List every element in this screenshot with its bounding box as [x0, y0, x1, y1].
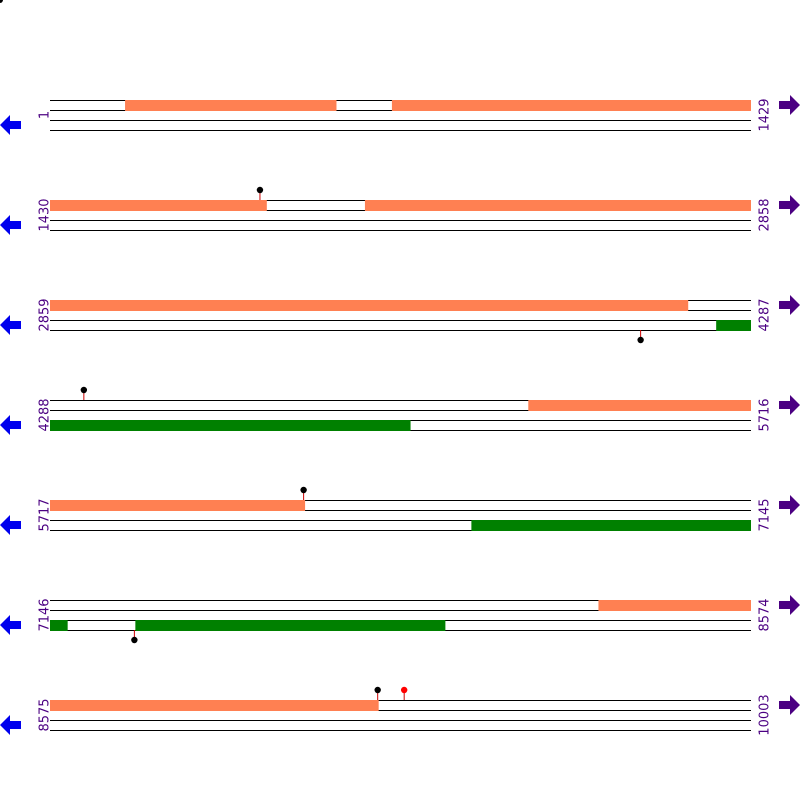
- arrow-left-icon: [0, 115, 21, 135]
- sequence-row: 5717 7145: [0, 486, 800, 535]
- arrow-left-icon: [0, 515, 21, 535]
- marker-dot: [637, 336, 644, 344]
- start-position-label: 2859: [38, 298, 53, 331]
- corner-dot: [0, 0, 3, 3]
- marker-dot: [400, 686, 408, 694]
- sequence-row: 8575 10003: [0, 686, 800, 736]
- start-position-label: 8575: [38, 698, 53, 731]
- arrow-left-icon: [0, 715, 21, 735]
- forward-feature: [50, 200, 267, 211]
- end-position-label: 1429: [758, 98, 773, 131]
- end-position-label: 2858: [758, 198, 773, 231]
- start-position-label: 5717: [38, 498, 53, 531]
- marker-dot: [131, 636, 138, 644]
- reverse-feature: [135, 620, 446, 631]
- arrow-left-icon: [0, 315, 21, 335]
- arrow-right-icon: [779, 595, 800, 615]
- forward-feature: [50, 500, 306, 511]
- end-position-label: 4287: [758, 298, 773, 331]
- sequence-row: 1430 2858: [0, 186, 800, 235]
- reverse-feature: [50, 420, 411, 431]
- arrow-right-icon: [779, 295, 800, 315]
- arrow-right-icon: [779, 95, 800, 115]
- start-position-label: 4288: [38, 398, 53, 431]
- forward-feature: [50, 700, 379, 711]
- arrow-right-icon: [779, 395, 800, 415]
- forward-feature: [364, 200, 751, 211]
- sequence-row: 1 1429: [0, 95, 800, 135]
- end-position-label: 7145: [758, 498, 773, 531]
- arrow-left-icon: [0, 215, 21, 235]
- sequence-row: 2859 4287: [0, 295, 800, 344]
- arrow-right-icon: [779, 195, 800, 215]
- reverse-feature: [716, 320, 751, 331]
- start-position-label: 1: [38, 111, 53, 119]
- sequence-row: 4288 5716: [0, 386, 800, 435]
- forward-feature: [528, 400, 751, 411]
- marker-dot: [80, 386, 88, 394]
- marker-dot: [256, 186, 264, 194]
- marker-dot: [300, 486, 307, 494]
- forward-feature: [125, 100, 337, 111]
- forward-feature: [391, 100, 751, 111]
- forward-feature: [598, 600, 751, 611]
- arrow-left-icon: [0, 615, 21, 635]
- start-position-label: 1430: [38, 198, 53, 231]
- forward-feature: [50, 300, 689, 311]
- end-position-label: 8574: [758, 598, 773, 631]
- start-position-label: 7146: [38, 598, 53, 631]
- arrow-right-icon: [779, 695, 800, 715]
- marker-dot: [374, 686, 381, 694]
- sequence-row: 7146 8574: [0, 595, 800, 644]
- reverse-feature: [50, 620, 68, 631]
- end-position-label: 10003: [758, 694, 773, 735]
- end-position-label: 5716: [758, 398, 773, 431]
- arrow-right-icon: [779, 495, 800, 515]
- reverse-feature: [471, 520, 751, 531]
- arrow-left-icon: [0, 415, 21, 435]
